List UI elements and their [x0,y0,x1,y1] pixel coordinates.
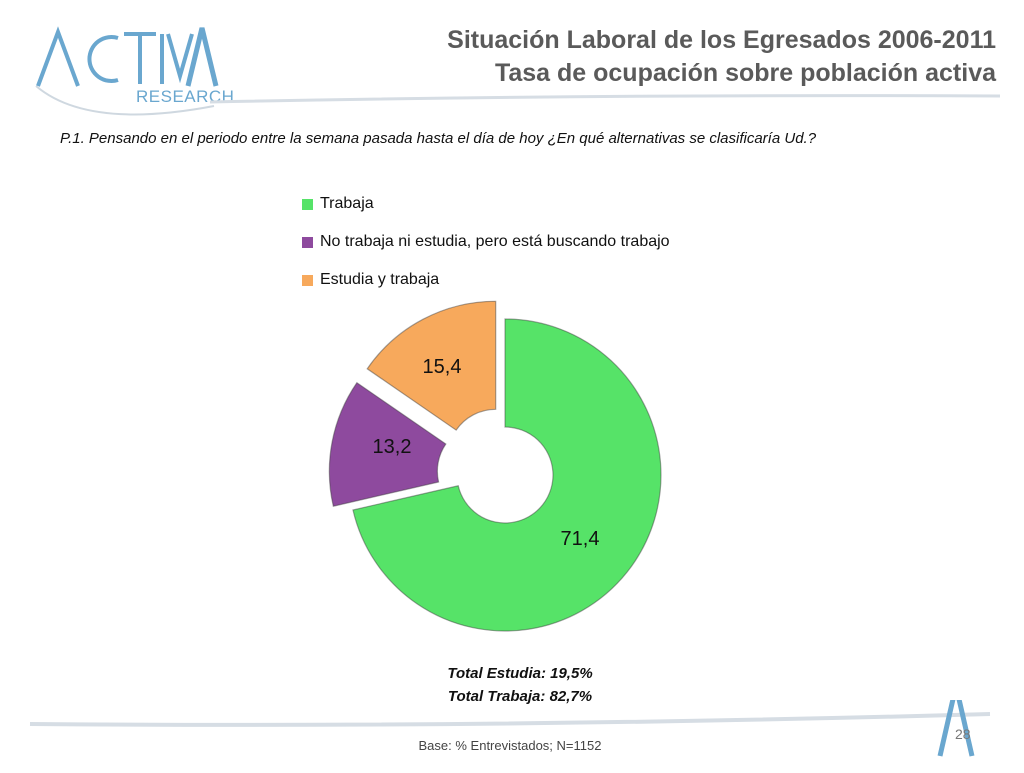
total-trabaja: Total Trabaja: 82,7% [447,688,593,705]
slice-label-2: 15,4 [423,356,462,378]
title-underline [209,92,1001,110]
legend-swatch-buscando [302,236,313,248]
title-line-1: Situación Laboral de los Egresados 2006-… [447,26,996,54]
slice-2 [366,300,497,431]
slide-title: Situación Laboral de los Egresados 2006-… [447,24,996,90]
survey-question: P.1. Pensando en el periodo entre la sem… [60,130,817,147]
base-note: Base: % Entrevistados; N=1152 [418,738,602,753]
footer-decoration [0,685,1024,768]
activa-research-logo: RESEARCH [28,14,234,124]
legend-swatch-estudia-trabaja [302,274,313,286]
title-line-2: Tasa de ocupación sobre población activa [494,59,996,87]
legend-label-trabaja: Trabaja [320,195,374,212]
logo-research-text: RESEARCH [136,87,235,106]
page-number: 28 [955,726,971,742]
totals-note: Total Estudia: 19,5% Total Trabaja: 82,7… [380,662,660,708]
slice-1 [328,381,447,507]
slice-0 [352,318,662,632]
slice-label-1: 13,2 [373,436,412,458]
legend-item-estudia-trabaja: Estudia y trabaja [302,261,670,299]
legend-item-trabaja: Trabaja [302,185,670,223]
legend-swatch-trabaja [302,198,313,210]
chart-legend: Trabaja No trabaja ni estudia, pero está… [302,185,670,299]
total-estudia: Total Estudia: 19,5% [447,665,593,682]
legend-label-buscando: No trabaja ni estudia, pero está buscand… [320,233,670,250]
legend-label-estudia-trabaja: Estudia y trabaja [320,271,440,288]
legend-item-buscando: No trabaja ni estudia, pero está buscand… [302,223,670,261]
slice-label-0: 71,4 [561,528,600,550]
